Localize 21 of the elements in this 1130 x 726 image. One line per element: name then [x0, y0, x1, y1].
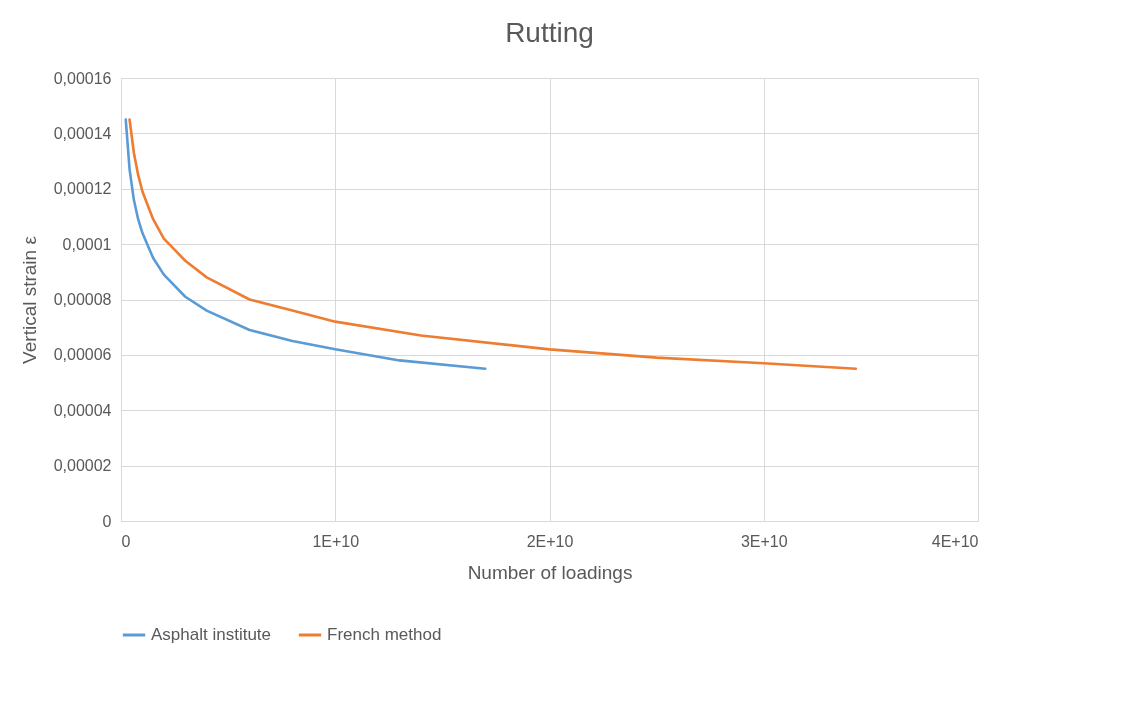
x-axis-title: Number of loadings [467, 561, 633, 583]
y-tick-label: 0,00014 [53, 124, 112, 142]
y-tick-label: 0,00004 [53, 401, 112, 419]
line-series [124, 118, 487, 371]
y-tick-label: 0,00008 [53, 291, 112, 308]
y-tick-label: 0,00002 [53, 457, 112, 475]
chart-title: Rutting [505, 17, 594, 48]
x-tick-label: 2E+10 [526, 532, 574, 550]
x-tick-label: 0 [121, 532, 131, 550]
y-tick-label: 0,00006 [53, 346, 112, 364]
x-tick-label: 3E+10 [740, 532, 788, 550]
x-tick-label: 4E+10 [931, 532, 979, 550]
y-axis-title: Vertical strain ε [18, 235, 40, 364]
legend-label: Asphalt institute [151, 625, 272, 644]
y-tick-label: 0 [102, 512, 112, 530]
line-series [128, 118, 858, 371]
y-tick-label: 0,00012 [53, 180, 112, 198]
y-tick-label: 0,0001 [62, 235, 112, 253]
x-tick-label: 1E+10 [312, 532, 360, 550]
y-tick-label: 0,00016 [53, 69, 112, 87]
legend-label: French method [327, 625, 442, 644]
